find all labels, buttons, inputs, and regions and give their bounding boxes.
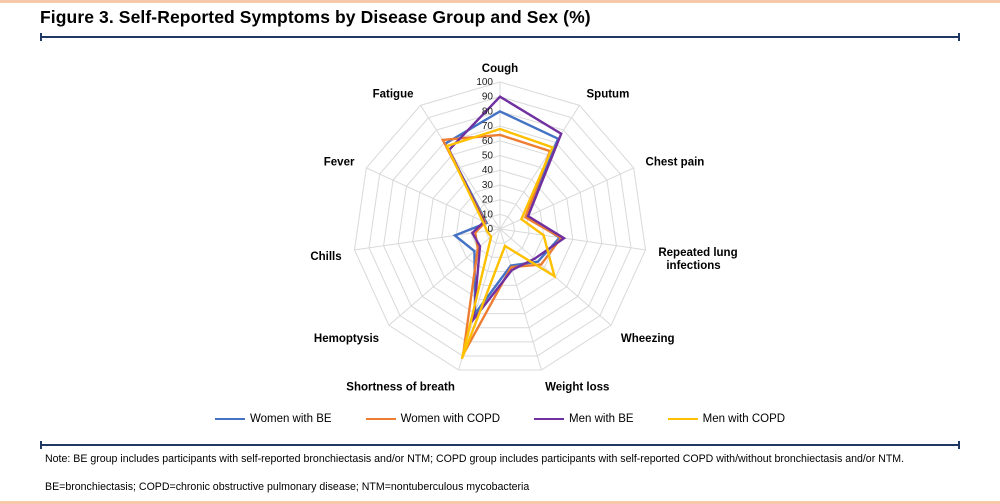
grid-ring [353,81,647,371]
axis-label-wheezing: Wheezing [621,333,675,345]
legend-label: Men with COPD [702,413,786,425]
grid-spoke [499,228,646,251]
radial-tick-label: 60 [482,136,494,147]
footer-rule [40,441,960,449]
chart-legend: Women with BE Women with COPD Men with B… [0,413,1000,425]
axis-label-fatigue: Fatigue [373,88,414,100]
grid-spoke [388,228,501,326]
legend-label: Men with BE [569,413,634,425]
legend-swatch-women-copd [365,417,396,421]
legend-item-women-be: Women with BE [214,413,332,425]
radar-chart-svg: 0 10 20 30 40 50 60 70 80 90 100 Cough Sputum Chest p… [310,63,737,394]
axis-label-repeated-lung-infections: Repeated lung infections [658,247,737,272]
series-men-with-copd [445,127,557,360]
title-rule [40,33,960,41]
radar-chart: 0 10 20 30 40 50 60 70 80 90 100 Cough Sputum Chest p… [0,45,1000,410]
axis-label-hemoptysis: Hemoptysis [314,333,379,345]
axis-label-chills: Chills [310,251,341,263]
grid-spoke [499,228,542,371]
radial-tick-label: 100 [476,77,493,88]
legend-label: Women with COPD [400,413,501,425]
radial-tick-label: 30 [482,180,494,191]
radial-tick-label: 70 [482,121,494,132]
axis-label-sputum: Sputum [587,88,630,100]
radial-tick-label: 50 [482,151,494,162]
axis-label-shortness-of-breath: Shortness of breath [346,382,455,394]
axis-label-chest-pain: Chest pain [646,157,705,169]
top-border-line [0,0,1000,3]
grid-spoke [420,105,501,230]
grid-ring [368,96,632,357]
legend-swatch-women-be [214,417,245,421]
grid-ring [383,110,617,343]
grid-ring [426,154,574,301]
grid-ring [397,125,603,329]
legend-item-men-be: Men with BE [534,413,634,425]
radial-tick-label: 90 [482,92,494,103]
grid-spoke [499,105,580,230]
grid-ring [455,184,545,272]
abbreviation-footnote: BE=bronchiectasis; COPD=chronic obstruct… [45,481,530,493]
radial-tick-label: 0 [487,224,493,235]
legend-swatch-men-be [534,417,565,421]
axis-label-cough: Cough [482,63,518,75]
radial-tick-label: 80 [482,106,494,117]
legend-swatch-men-copd [667,417,698,421]
grid-ring [484,213,516,244]
grid-spoke [366,167,501,230]
axis-label-weight-loss: Weight loss [545,382,609,394]
legend-item-women-copd: Women with COPD [365,413,501,425]
grid-ring [412,140,588,315]
axis-label-fever: Fever [324,157,355,169]
bottom-border-line [0,501,1000,504]
legend-label: Women with BE [249,413,332,425]
figure-title: Figure 3. Self-Reported Symptoms by Dise… [40,7,591,27]
note-text: Note: BE group includes participants wit… [45,453,905,465]
radial-tick-label: 20 [482,195,494,206]
legend-item-men-copd: Men with COPD [667,413,786,425]
radial-tick-label: 40 [482,165,494,176]
radial-tick-label: 10 [482,209,494,220]
